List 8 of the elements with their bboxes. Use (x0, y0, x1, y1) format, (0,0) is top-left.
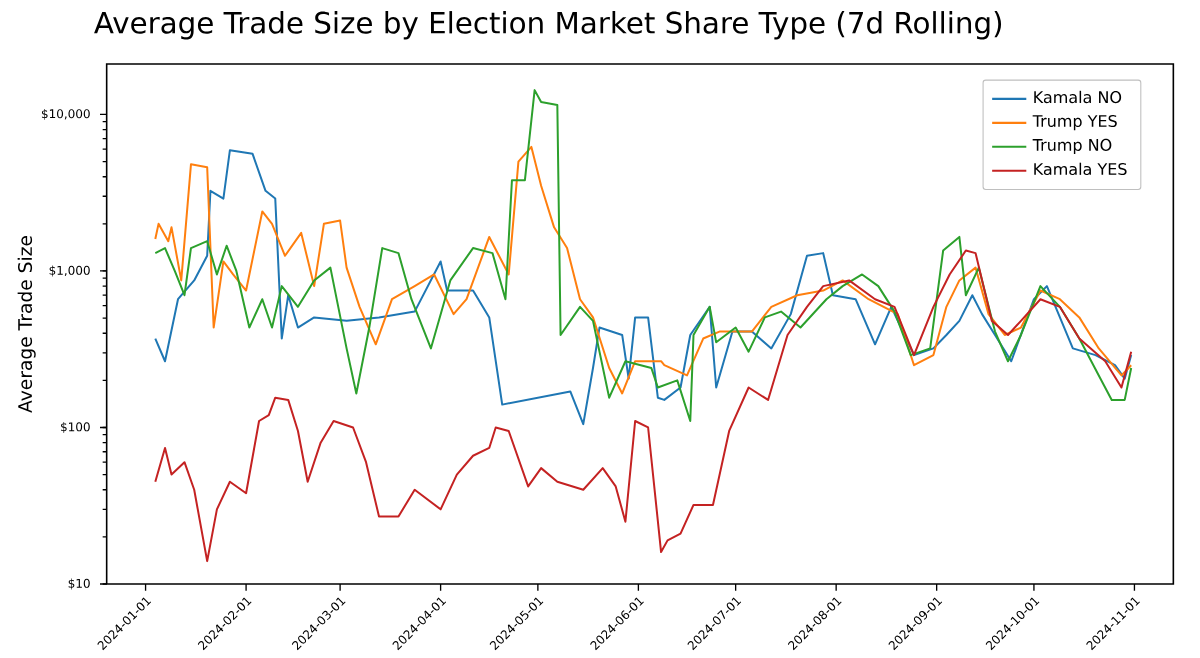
legend-label: Trump YES (1032, 114, 1117, 131)
legend-label: Kamala YES (1034, 162, 1127, 176)
line-series (154, 89, 1133, 422)
chart-title: Average Trade Size by Election Market Share Type (7d Rolling) (94, 11, 1002, 40)
legend-label: Kamala NO (1034, 90, 1122, 104)
legend-label: Trump NO (1032, 138, 1112, 155)
line-series (154, 249, 1133, 563)
y-axis-title: Average Trade Size (17, 236, 36, 413)
